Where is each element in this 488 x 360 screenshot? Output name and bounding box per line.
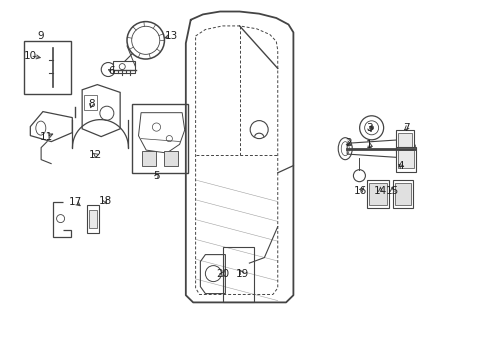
- Bar: [163, 151, 178, 166]
- Text: 4: 4: [397, 161, 404, 171]
- Bar: [368, 183, 386, 205]
- Text: 11: 11: [40, 132, 53, 142]
- Bar: [223, 247, 253, 302]
- Bar: [397, 150, 413, 168]
- Text: 12: 12: [88, 150, 102, 160]
- Text: 5: 5: [153, 171, 160, 181]
- Text: 8: 8: [88, 99, 95, 109]
- Text: 14: 14: [373, 186, 386, 196]
- Text: 13: 13: [164, 31, 178, 41]
- Text: 9: 9: [37, 31, 44, 41]
- Bar: [113, 60, 135, 73]
- Text: 6: 6: [108, 66, 115, 76]
- Text: 3: 3: [365, 123, 372, 133]
- Text: 10: 10: [24, 51, 37, 61]
- Bar: [392, 180, 412, 208]
- Bar: [395, 130, 413, 152]
- Circle shape: [369, 126, 373, 130]
- Bar: [88, 210, 97, 228]
- Text: 16: 16: [353, 186, 367, 196]
- Text: 17: 17: [69, 197, 82, 207]
- Bar: [397, 132, 411, 149]
- Text: 15: 15: [385, 186, 398, 196]
- Text: 20: 20: [216, 269, 228, 279]
- Text: 7: 7: [403, 123, 409, 133]
- Text: 2: 2: [344, 138, 351, 148]
- Bar: [84, 95, 97, 110]
- Bar: [86, 204, 99, 233]
- Bar: [366, 180, 388, 208]
- Text: 19: 19: [235, 269, 248, 279]
- Bar: [24, 41, 71, 94]
- Bar: [394, 183, 410, 205]
- Bar: [395, 147, 415, 172]
- Bar: [132, 104, 188, 173]
- Bar: [142, 151, 156, 166]
- Text: 18: 18: [98, 196, 112, 206]
- Text: 1: 1: [365, 140, 372, 150]
